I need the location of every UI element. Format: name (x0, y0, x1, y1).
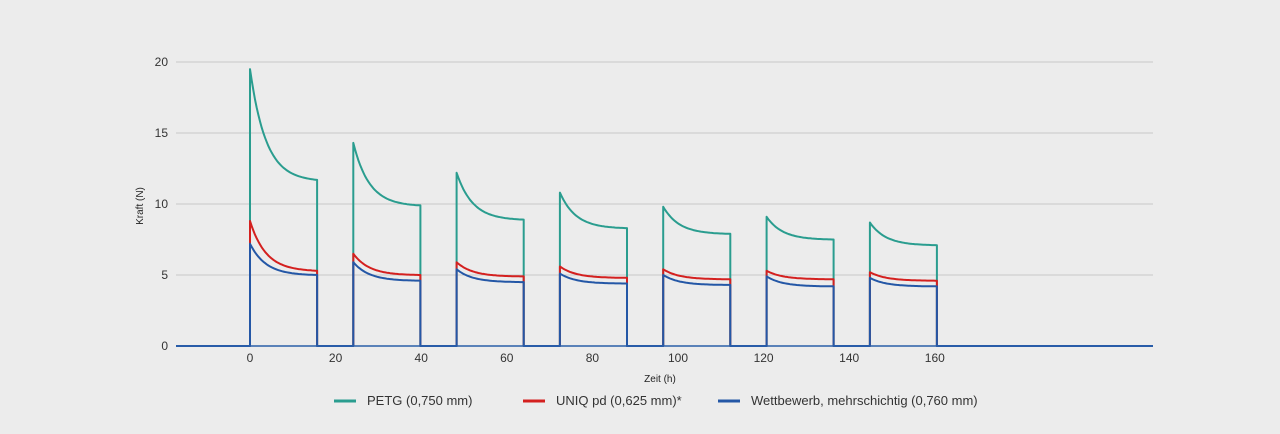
y-tick-label: 0 (161, 339, 168, 353)
grid-lines (176, 61, 1153, 276)
x-tick-label: 20 (329, 351, 343, 365)
x-tick-label: 0 (247, 351, 254, 365)
x-axis-label: Zeit (h) (644, 374, 676, 385)
y-axis-label: Kraft (N) (135, 187, 146, 225)
legend-label-1: UNIQ pd (0,625 mm)* (556, 393, 682, 408)
series-layer (176, 68, 1153, 347)
y-tick-label: 5 (161, 268, 168, 282)
series-line-0 (176, 68, 1153, 347)
legend-label-0: PETG (0,750 mm) (367, 393, 472, 408)
y-tick-label: 10 (155, 197, 169, 211)
x-tick-label: 80 (586, 351, 600, 365)
legend: PETG (0,750 mm) UNIQ pd (0,625 mm)* Wettbe… (334, 393, 978, 408)
x-tick-label: 40 (415, 351, 429, 365)
x-tick-label: 120 (754, 351, 774, 365)
x-tick-label: 60 (500, 351, 514, 365)
legend-label-2: Wettbewerb, mehrschichtig (0,760 mm) (751, 393, 978, 408)
x-tick-label: 100 (668, 351, 688, 365)
y-tick-label: 20 (155, 55, 169, 69)
axis-layer: 0 5 10 15 20 0 20 40 60 80 100 120 140 160 (155, 55, 1153, 365)
x-tick-label: 140 (839, 351, 859, 365)
series-line-1 (176, 220, 1153, 347)
x-tick-label: 160 (925, 351, 945, 365)
y-tick-label: 15 (155, 126, 169, 140)
series-line-2 (176, 242, 1153, 347)
